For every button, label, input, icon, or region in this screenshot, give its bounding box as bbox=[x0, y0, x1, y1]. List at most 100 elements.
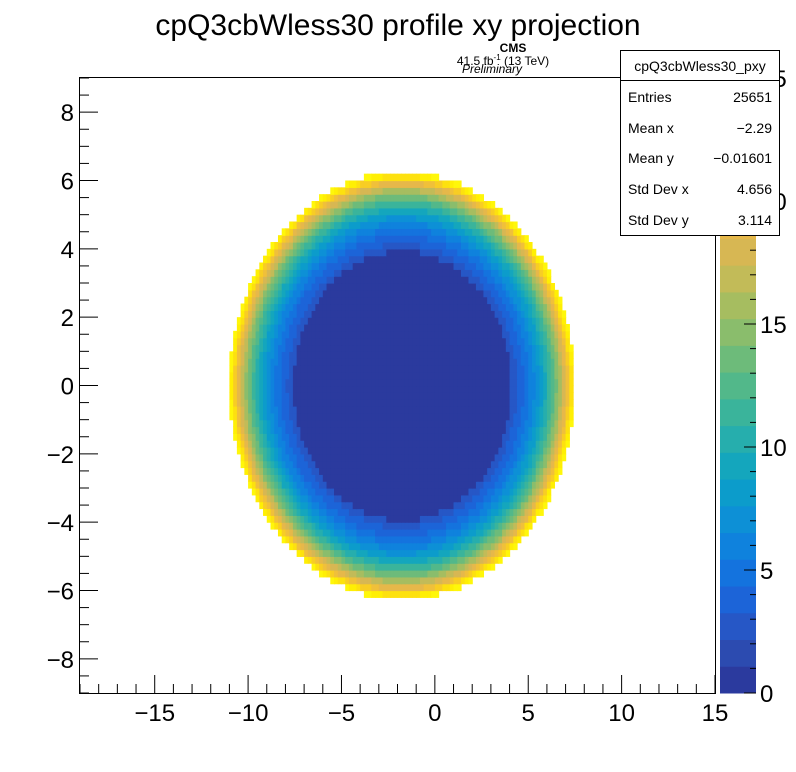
heatmap-cell bbox=[345, 535, 350, 544]
heatmap-cell bbox=[442, 330, 447, 339]
heatmap-cell bbox=[248, 474, 253, 482]
heatmap-cell bbox=[431, 467, 436, 475]
heatmap-cell bbox=[401, 501, 406, 510]
heatmap-cell bbox=[479, 515, 485, 523]
heatmap-cell bbox=[326, 481, 331, 489]
heatmap-cell bbox=[322, 426, 328, 434]
heatmap-cell bbox=[457, 255, 462, 264]
heatmap-cell bbox=[356, 303, 361, 311]
heatmap-cell bbox=[449, 344, 455, 352]
heatmap-cell bbox=[505, 392, 511, 400]
heatmap-cell bbox=[461, 474, 466, 482]
heatmap-cell bbox=[255, 494, 260, 503]
heatmap-cell bbox=[412, 412, 417, 421]
heatmap-cell bbox=[326, 248, 331, 257]
heatmap-cell bbox=[517, 501, 522, 510]
heatmap-cell bbox=[352, 344, 358, 352]
heatmap-cell bbox=[304, 337, 309, 346]
heatmap-cell bbox=[472, 399, 477, 407]
heatmap-cell bbox=[531, 399, 537, 407]
heatmap-cell bbox=[274, 344, 279, 352]
heatmap-cell bbox=[498, 330, 503, 339]
heatmap-cell bbox=[356, 358, 361, 366]
heatmap-cell bbox=[461, 406, 466, 414]
heatmap-cell bbox=[315, 529, 320, 537]
heatmap-cell bbox=[326, 549, 331, 557]
heatmap-cell bbox=[311, 385, 316, 393]
heatmap-cell bbox=[382, 501, 387, 510]
heatmap-cell bbox=[449, 399, 455, 407]
heatmap-cell bbox=[393, 371, 399, 380]
heatmap-cell bbox=[502, 214, 507, 223]
heatmap-cell bbox=[561, 378, 567, 387]
heatmap-cell bbox=[446, 474, 451, 482]
heatmap-cell bbox=[371, 317, 376, 325]
heatmap-cell bbox=[337, 481, 343, 489]
heatmap-cell bbox=[438, 488, 443, 496]
heatmap-cell bbox=[307, 488, 313, 496]
heatmap-cell bbox=[397, 590, 402, 598]
heatmap-cell bbox=[558, 324, 563, 332]
heatmap-cell bbox=[453, 515, 458, 523]
heatmap-cell bbox=[431, 221, 436, 229]
heatmap-cell bbox=[330, 447, 335, 455]
heatmap-cell bbox=[419, 276, 425, 284]
heatmap-cell bbox=[337, 365, 343, 373]
heatmap-cell bbox=[468, 522, 473, 530]
heatmap-cell bbox=[449, 330, 455, 339]
heatmap-cell bbox=[431, 522, 436, 530]
heatmap-cell bbox=[274, 365, 279, 373]
heatmap-cell bbox=[319, 269, 324, 277]
heatmap-cell bbox=[386, 440, 391, 448]
heatmap-cell bbox=[289, 242, 294, 250]
heatmap-cell bbox=[311, 542, 316, 551]
heatmap-cell bbox=[554, 289, 559, 298]
heatmap-cell bbox=[412, 283, 417, 291]
heatmap-cell bbox=[419, 235, 425, 243]
cms-label: CMS 41.5 fb-1 (13 TeV) Preliminary bbox=[457, 41, 549, 76]
heatmap-cell bbox=[263, 440, 268, 448]
heatmap-cell bbox=[494, 303, 499, 311]
heatmap-cell bbox=[446, 453, 451, 462]
heatmap-cell bbox=[330, 358, 335, 366]
heatmap-cell bbox=[378, 515, 384, 523]
heatmap-cell bbox=[446, 358, 451, 366]
heatmap-cell bbox=[438, 529, 443, 537]
heatmap-cell bbox=[457, 570, 462, 578]
heatmap-cell bbox=[483, 235, 488, 243]
heatmap-cell bbox=[304, 488, 309, 496]
heatmap-cell bbox=[348, 194, 354, 202]
heatmap-cell bbox=[520, 351, 526, 359]
heatmap-cell bbox=[352, 556, 358, 564]
heatmap-cell bbox=[468, 501, 473, 510]
heatmap-cell bbox=[464, 255, 470, 264]
heatmap-cell bbox=[289, 324, 294, 332]
heatmap-cell bbox=[487, 542, 492, 551]
heatmap-cell bbox=[382, 447, 387, 455]
heatmap-cell bbox=[330, 228, 335, 236]
heatmap-cell bbox=[431, 180, 436, 188]
heatmap-cell bbox=[300, 269, 305, 277]
heatmap-cell bbox=[285, 262, 290, 270]
heatmap-cell bbox=[434, 508, 440, 516]
heatmap-cell bbox=[386, 248, 391, 257]
heatmap-cell bbox=[520, 317, 526, 325]
heatmap-cell bbox=[416, 549, 421, 557]
heatmap-cell bbox=[300, 255, 305, 264]
heatmap-cell bbox=[378, 570, 384, 578]
heatmap-cell bbox=[434, 242, 440, 250]
heatmap-cell bbox=[453, 453, 458, 462]
heatmap-cell bbox=[457, 365, 462, 373]
heatmap-cell bbox=[360, 365, 365, 373]
heatmap-cell bbox=[453, 214, 458, 223]
heatmap-cell bbox=[356, 399, 361, 407]
heatmap-cell bbox=[240, 433, 245, 441]
heatmap-cell bbox=[322, 214, 328, 223]
heatmap-cell bbox=[375, 351, 380, 359]
heatmap-cell bbox=[517, 378, 522, 387]
heatmap-cell bbox=[311, 317, 316, 325]
heatmap-cell bbox=[371, 371, 376, 380]
heatmap-cell bbox=[348, 412, 354, 421]
heatmap-cell bbox=[546, 310, 552, 318]
heatmap-cell bbox=[233, 330, 238, 339]
